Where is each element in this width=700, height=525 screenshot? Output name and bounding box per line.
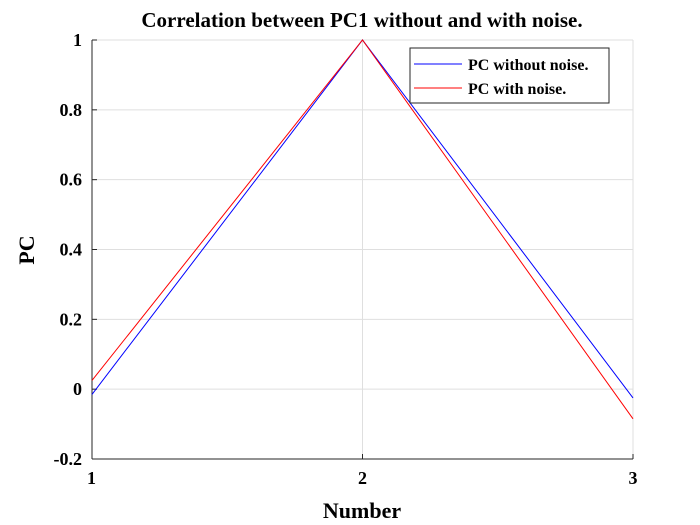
y-tick-label: 0.4 <box>60 240 83 260</box>
y-tick-label: 0.8 <box>60 100 83 120</box>
y-axis-label: PC <box>14 235 39 264</box>
chart-title: Correlation between PC1 without and with… <box>141 8 582 32</box>
y-tick-label: 0.2 <box>60 309 83 329</box>
legend-box <box>409 47 610 104</box>
x-tick-label: 1 <box>87 468 96 488</box>
axes-layer <box>91 39 634 460</box>
x-tick-label: 3 <box>629 468 638 488</box>
legend-label-pc-with-noise: PC with noise. <box>468 81 566 98</box>
legend-label-pc-without-noise: PC without noise. <box>468 57 588 74</box>
tick-label-layer: 1 2 3 -0.2 0 0.2 0.4 0.6 0.8 1 <box>54 30 638 488</box>
y-tick-label: 0 <box>73 379 82 399</box>
series-layer <box>91 39 634 420</box>
y-tick-label: 0.6 <box>60 170 83 190</box>
y-tick-label: 1 <box>73 30 82 50</box>
y-tick-label: -0.2 <box>54 449 83 469</box>
series-line-pc-with-noise <box>91 39 634 420</box>
x-tick-label: 2 <box>358 468 367 488</box>
legend: PC without noise. PC with noise. <box>409 47 610 104</box>
x-axis-label: Number <box>323 498 401 523</box>
